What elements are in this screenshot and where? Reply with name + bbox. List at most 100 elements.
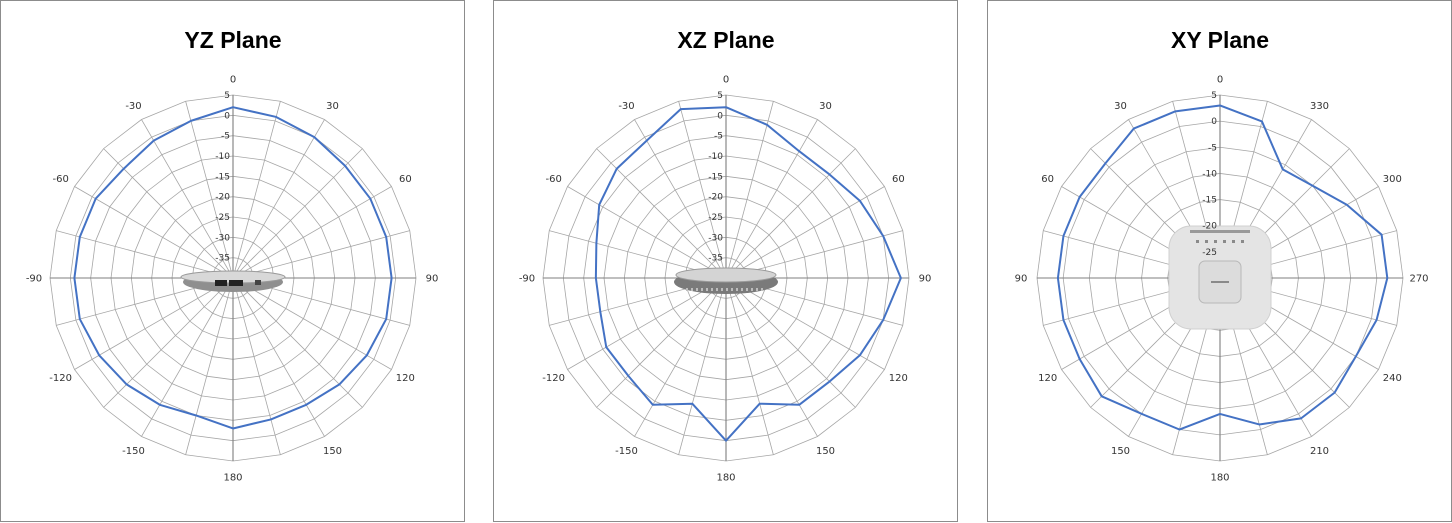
data-point	[1219, 413, 1221, 415]
data-point	[1101, 395, 1103, 397]
radial-tick-label: -5	[1208, 143, 1217, 153]
angle-label: -150	[615, 446, 638, 457]
data-point	[1311, 184, 1314, 187]
data-point	[366, 354, 368, 356]
data-point	[1062, 235, 1065, 237]
data-point	[232, 427, 234, 430]
access-point-front-view-icon	[674, 267, 778, 294]
grid-spoke	[678, 101, 727, 279]
radial-tick-label: -15	[1202, 196, 1217, 206]
xz-plane-polar-plot: 50-5-10-15-20-25-30-350306090120150180-1…	[519, 27, 932, 484]
radial-tick-label: 0	[1211, 117, 1217, 127]
angle-label: -120	[49, 373, 72, 384]
data-point	[1375, 319, 1378, 321]
data-point	[153, 140, 155, 142]
data-point	[159, 404, 161, 406]
radial-tick-label: -20	[1202, 222, 1217, 232]
radial-tick-label: -15	[708, 172, 723, 182]
radial-tick-label: -30	[215, 233, 230, 243]
grid-spoke	[185, 101, 234, 279]
data-point	[1104, 162, 1106, 164]
grid-spoke	[74, 277, 234, 370]
radial-tick-label: -10	[708, 152, 723, 162]
data-point	[391, 277, 393, 279]
data-point	[275, 116, 277, 118]
data-point	[1386, 277, 1388, 279]
data-point	[859, 354, 861, 356]
angle-label: 210	[1310, 446, 1329, 457]
grid-spoke	[232, 119, 325, 279]
data-point	[599, 311, 601, 313]
grid-spoke	[725, 277, 818, 437]
data-point	[344, 165, 346, 167]
grid-spoke	[725, 186, 885, 279]
data-point	[627, 375, 629, 377]
data-point	[369, 198, 371, 200]
radial-tick-label: -20	[215, 193, 230, 203]
xy-plane-polar-plot: 50-5-10-15-20-25033030027024021018015012…	[1015, 27, 1429, 484]
yz-plane-chart: 5 0 -5 -10 -15 -20 -25 -30 -35 0 30 60 90 120 150 180 -1…	[0, 0, 465, 522]
angle-label: 60	[1041, 174, 1054, 185]
radial-tick-label: -5	[714, 132, 723, 142]
radial-tick-label: -30	[708, 233, 723, 243]
grid-spoke	[725, 277, 856, 408]
data-point	[616, 168, 618, 170]
grid-spoke	[567, 186, 727, 279]
chart-title: XY Plane	[1171, 27, 1269, 53]
angle-label: 120	[1038, 373, 1057, 384]
data-point	[900, 277, 902, 279]
angle-label: -90	[26, 274, 42, 285]
grid-spoke	[567, 277, 727, 370]
data-point	[859, 200, 861, 202]
data-point	[605, 346, 607, 348]
data-point	[126, 383, 128, 385]
grid-spoke	[596, 277, 727, 408]
angle-label: -120	[542, 373, 565, 384]
data-point	[1057, 277, 1059, 279]
angle-label: 90	[1015, 274, 1028, 285]
angle-label: 330	[1310, 101, 1329, 112]
data-point	[1346, 204, 1348, 206]
angle-label: 60	[892, 174, 905, 185]
angle-label: -60	[545, 174, 561, 185]
grid-spoke	[141, 119, 234, 279]
data-point	[270, 418, 272, 421]
grid-spoke	[725, 148, 856, 279]
data-point	[232, 106, 234, 108]
data-point	[79, 236, 81, 238]
data-point	[1079, 358, 1081, 360]
data-point	[1079, 196, 1081, 198]
grid-spoke	[103, 148, 234, 279]
angle-label: -60	[52, 174, 68, 185]
grid-spoke	[232, 101, 281, 279]
data-point	[123, 168, 125, 170]
angle-label: 150	[816, 446, 835, 457]
data-point	[595, 277, 597, 279]
angle-label: 30	[1114, 101, 1127, 112]
grid-spoke	[56, 230, 234, 279]
angle-label: 90	[919, 274, 932, 285]
angle-label: 180	[1210, 473, 1229, 484]
data-point	[828, 173, 831, 176]
angle-label: -30	[125, 101, 141, 112]
data-point	[1133, 127, 1135, 130]
radial-tick-label: -10	[1202, 169, 1217, 179]
data-point	[1258, 423, 1260, 426]
grid-spoke	[232, 186, 392, 279]
data-point	[98, 354, 100, 356]
radial-tick-label: 0	[717, 111, 723, 121]
radial-tick-label: 5	[1211, 91, 1217, 101]
angle-label: 30	[326, 101, 339, 112]
data-point	[190, 120, 192, 122]
angle-label: 120	[889, 373, 908, 384]
angle-label: -30	[618, 101, 634, 112]
angle-label: 0	[1217, 75, 1223, 86]
data-point	[1381, 234, 1383, 236]
radial-tick-label: -35	[708, 254, 723, 264]
data-point	[652, 404, 654, 406]
angle-label: 180	[223, 473, 242, 484]
chart-title: XZ Plane	[677, 27, 774, 53]
data-point	[385, 236, 387, 238]
data-point	[691, 403, 693, 405]
angle-label: 150	[323, 446, 342, 457]
